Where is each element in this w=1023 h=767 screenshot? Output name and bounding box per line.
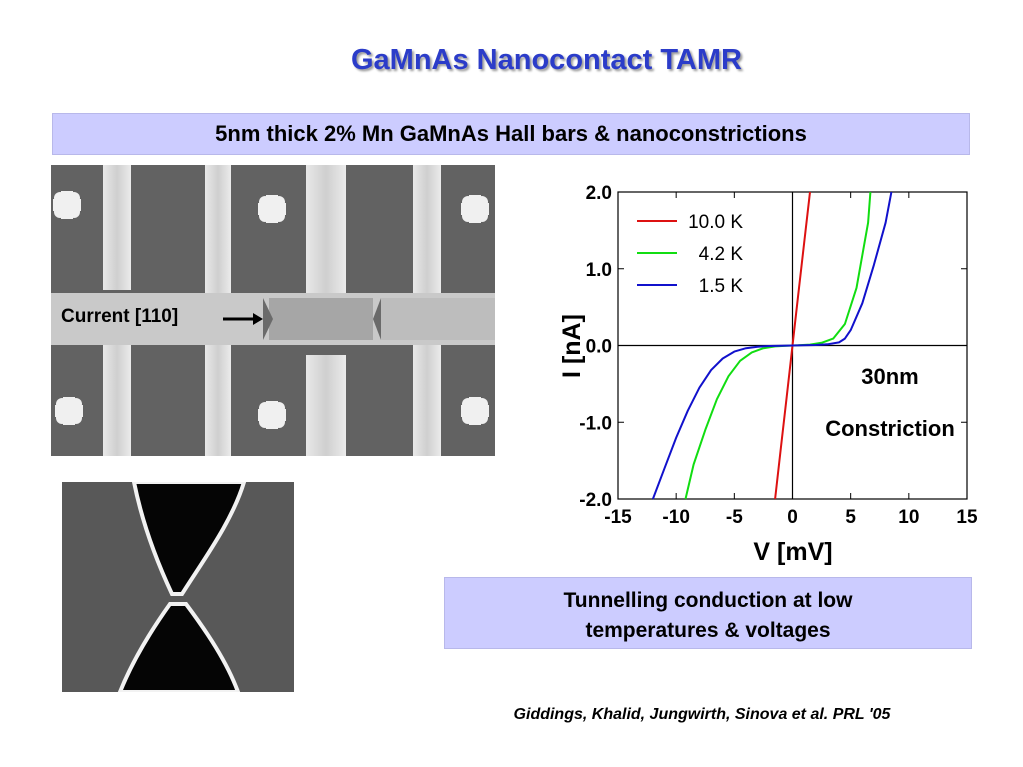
x-tick-label: -5 [726,507,743,528]
chart-annotation-size: 30nm [861,364,918,389]
constriction-micrograph [62,482,294,692]
subtitle-box: 5nm thick 2% Mn GaMnAs Hall bars & nanoc… [52,113,970,155]
legend-label-1: 4.2 K [699,244,744,265]
current-direction-label: Current [110] [61,306,179,327]
chart-annotation-label: Constriction [825,416,955,441]
conclusion-line-1: Tunnelling conduction at low [563,589,853,612]
sem-image-hall-bars [51,165,495,456]
y-tick-label: 2.0 [586,183,612,204]
x-tick-label: -15 [604,507,632,528]
x-tick-label: 15 [956,507,978,528]
x-tick-label: 10 [898,507,919,528]
y-axis-label: I [nA] [560,314,586,378]
y-tick-label: -1.0 [579,413,612,434]
x-tick-label: 0 [787,507,798,528]
conclusion-box: Tunnelling conduction at low temperature… [444,577,972,649]
series-line-2 [651,191,893,500]
y-tick-label: -2.0 [579,490,612,511]
legend-label-2: 1.5 K [699,276,744,297]
hall-bar-micrograph [51,165,495,456]
y-tick-label: 0.0 [586,337,612,358]
x-tick-label: 5 [845,507,856,528]
iv-chart: -15 -10 -5 0 5 10 15 -2.0 -1.0 0.0 1.0 2.0 10.0 K 4.… [558,178,1000,583]
x-tick-label: -10 [662,507,689,528]
subtitle-text: 5nm thick 2% Mn GaMnAs Hall bars & nanoc… [215,121,807,146]
slide-title: GaMnAs Nanocontact TAMR [351,44,742,76]
legend-label-0: 10.0 K [688,212,743,233]
conclusion-line-2: temperatures & voltages [585,619,831,642]
sem-image-nanoconstriction [62,482,294,692]
citation: Giddings, Khalid, Jungwirth, Sinova et a… [513,706,891,723]
x-axis-label: V [mV] [753,538,832,566]
y-tick-label: 1.0 [586,260,612,281]
iv-chart-svg: -15 -10 -5 0 5 10 15 -2.0 -1.0 0.0 1.0 2.0 10.0 K 4.… [558,183,978,566]
